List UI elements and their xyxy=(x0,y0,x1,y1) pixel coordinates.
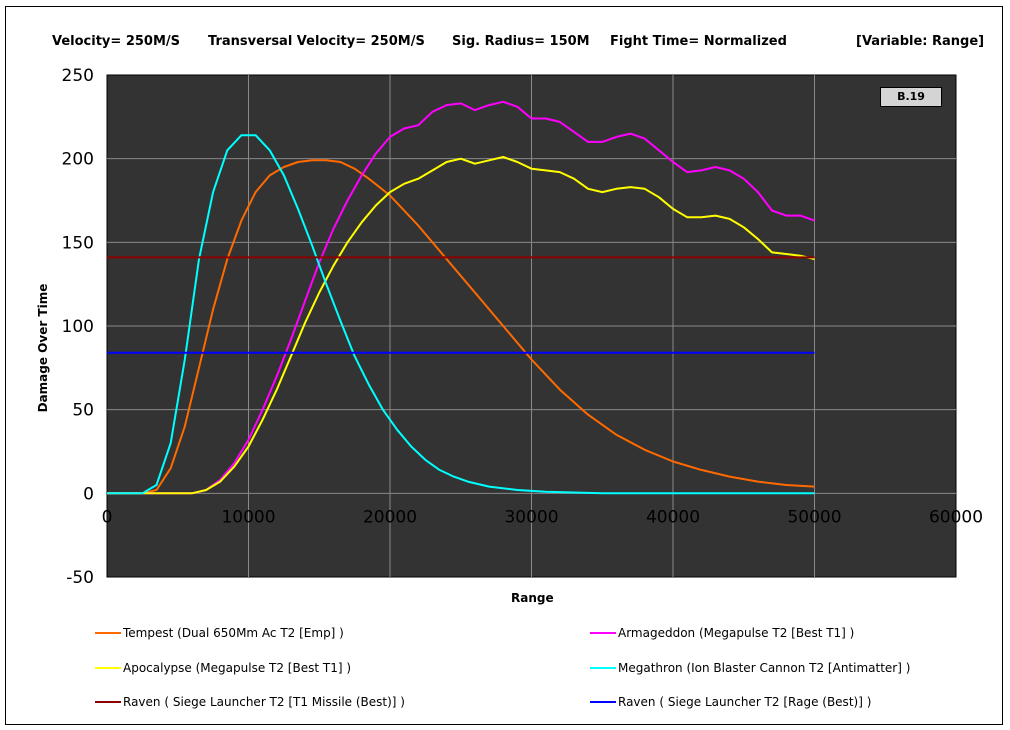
legend-label-raven-rage: Raven ( Siege Launcher T2 [Rage (Best)] … xyxy=(618,695,872,709)
y-tick-label: 0 xyxy=(83,484,94,504)
chart-badge: B.19 xyxy=(880,87,942,107)
y-tick-label: 150 xyxy=(62,233,94,253)
x-tick-label: 30000 xyxy=(504,507,558,527)
y-tick-label: 100 xyxy=(62,317,94,337)
y-tick-label: 50 xyxy=(72,401,94,421)
legend-label-megathron: Megathron (Ion Blaster Cannon T2 [Antima… xyxy=(618,661,911,675)
legend-label-raven-t1: Raven ( Siege Launcher T2 [T1 Missile (B… xyxy=(123,695,405,709)
x-axis-title: Range xyxy=(511,591,554,605)
legend-item-armageddon: Armageddon (Megapulse T2 [Best T1] ) xyxy=(590,625,854,641)
legend-item-tempest: Tempest (Dual 650Mm Ac T2 [Emp] ) xyxy=(95,625,344,641)
x-tick-label: 10000 xyxy=(221,507,275,527)
x-tick-label: 40000 xyxy=(646,507,700,527)
x-tick-label: 0 xyxy=(102,507,113,527)
series-line-apocalypse xyxy=(107,156,815,495)
legend-label-apocalypse: Apocalypse (Megapulse T2 [Best T1] ) xyxy=(123,661,352,675)
legend-swatch-megathron xyxy=(590,667,616,669)
legend-item-raven-rage: Raven ( Siege Launcher T2 [Rage (Best)] … xyxy=(590,694,871,710)
x-tick-label: 60000 xyxy=(929,507,983,527)
legend-swatch-apocalypse xyxy=(95,667,121,669)
legend-label-armageddon: Armageddon (Megapulse T2 [Best T1] ) xyxy=(618,626,855,640)
series-line-megathron xyxy=(107,134,815,495)
y-tick-label: -50 xyxy=(66,568,94,588)
y-tick-label: 250 xyxy=(62,66,94,86)
header-variable: [Variable: Range] xyxy=(856,34,985,49)
y-axis-title: Damage Over Time xyxy=(36,283,50,413)
legend-item-apocalypse: Apocalypse (Megapulse T2 [Best T1] ) xyxy=(95,660,351,676)
legend-swatch-raven-rage xyxy=(590,701,616,703)
legend-swatch-raven-t1 xyxy=(95,701,121,703)
series-line-armageddon xyxy=(107,100,815,495)
y-tick-label: 200 xyxy=(62,150,94,170)
legend-item-raven-t1: Raven ( Siege Launcher T2 [T1 Missile (B… xyxy=(95,694,405,710)
header-sig-radius: Sig. Radius= 150M xyxy=(452,34,590,49)
legend-swatch-armageddon xyxy=(590,632,616,634)
legend-item-megathron: Megathron (Ion Blaster Cannon T2 [Antima… xyxy=(590,660,910,676)
x-tick-label: 20000 xyxy=(363,507,417,527)
header-fight-time: Fight Time= Normalized xyxy=(610,34,787,49)
x-tick-label: 50000 xyxy=(787,507,841,527)
chart-svg: 0 10000 20000 30000 40000 50000 60000 250 200 150… xyxy=(62,66,984,588)
legend-label-tempest: Tempest (Dual 650Mm Ac T2 [Emp] ) xyxy=(123,626,344,640)
header-velocity: Velocity= 250M/S xyxy=(52,34,181,49)
header-transversal-velocity: Transversal Velocity= 250M/S xyxy=(208,34,425,49)
legend-swatch-tempest xyxy=(95,632,121,634)
